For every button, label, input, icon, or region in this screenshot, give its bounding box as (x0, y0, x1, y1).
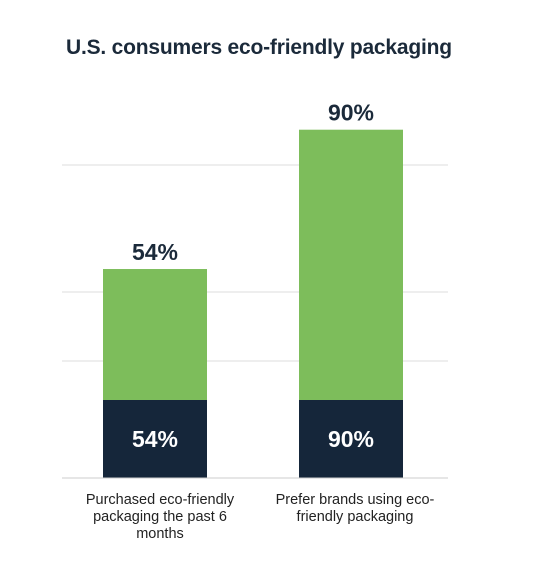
bar-base-band (299, 400, 403, 478)
bar-inner-label: 90% (328, 426, 374, 452)
bar-inner-label: 54% (132, 426, 178, 452)
data-label: 54% (132, 239, 178, 265)
category-label: Purchased eco-friendly packaging the pas… (85, 492, 235, 542)
bar (299, 129, 403, 400)
bar (103, 269, 207, 400)
category-label: Prefer brands using eco-friendly packagi… (275, 492, 435, 525)
bar-base-band (103, 400, 207, 478)
data-label: 90% (328, 100, 374, 126)
chart-title: U.S. consumers eco-friendly packaging (66, 36, 452, 59)
